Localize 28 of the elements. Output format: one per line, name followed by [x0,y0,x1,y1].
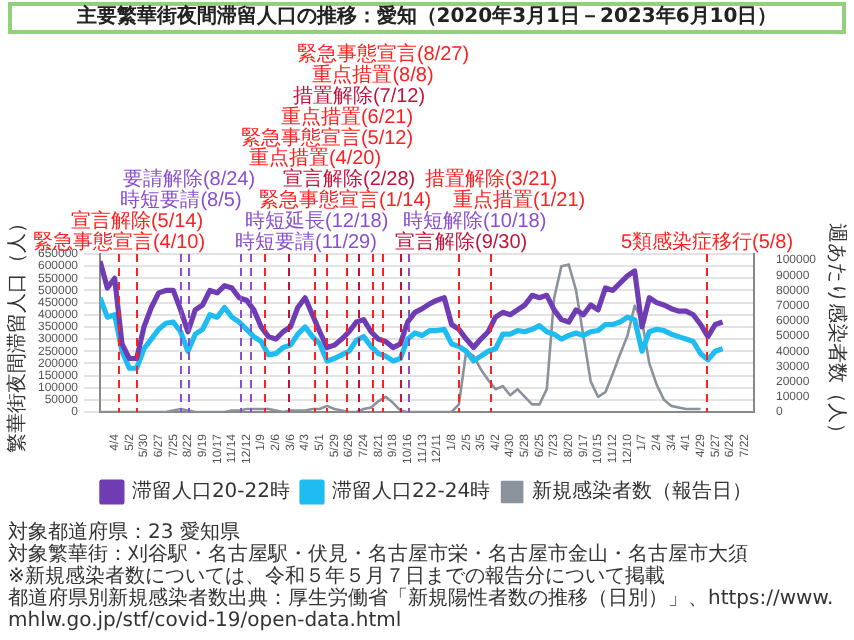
ref-line-label: 宣言解除(9/30) [395,229,528,254]
ref-line-label: 措置解除(7/12) [292,83,426,108]
y2-axis-title: 週あたり感染者数（人） [824,222,849,443]
ref-line-label: 要請解除(8/24) [122,167,256,192]
ref-line-label: 宣言解除(5/14) [70,208,204,233]
ref-line-label: 時短要請(8/5) [120,187,242,212]
chart-title: 主要繁華街夜間滞留人口の推移：愛知（2020年3月1日－2023年6月10日） [8,2,846,34]
ref-line-label: 緊急事態宣言(1/14) [259,187,432,212]
ref-line-label: 5類感染症移行(5/8) [620,229,794,254]
ref-line-label: 宣言解除(2/28) [283,167,416,192]
legend-label: 新規感染者数（報告日） [532,479,753,504]
text: 対象繁華街：刈谷駅・名古屋駅・伏見・名古屋市栄・名古屋市金山・名古屋市大須 [8,544,750,566]
ref-line-label: 緊急事態宣言(8/27) [296,42,470,67]
text: ※新規感染者数については、令和５年５月７日までの報告分について掲載 [8,566,667,588]
ref-line-label: 重点措置(6/21) [280,104,414,129]
ref-line-label: 時短要請(11/29) [235,229,377,254]
legend-label: 滞留人口22-24時 [332,479,491,504]
y-axis-title: 繁華街夜間滞留人口（人） [5,212,30,453]
ref-line-label: 重点措置(8/8) [312,63,434,88]
text: 対象都道府県：23 愛知県 [8,522,240,544]
ref-line-label: 重点措置(4/20) [248,146,382,171]
ref-line-label: 緊急事態宣言(5/12) [240,125,414,150]
ref-line-label: 措置解除(3/21) [424,167,558,192]
ref-line-label: 時短解除(10/18) [403,208,547,233]
text: 都道府県別新規感染者数出典：厚生労働省「新規陽性者数の推移（日別）」、https://www.mhlw.go.jp/stf/covid-19/open-data.html [8,588,836,632]
legend-label: 滞留人口20-22時 [131,479,291,504]
ref-line-label: 時短延長(12/18) [245,208,389,233]
ref-line-label: 重点措置(1/21) [453,187,586,212]
